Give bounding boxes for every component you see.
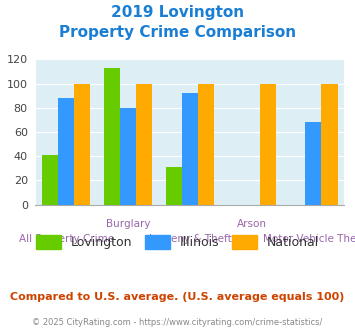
Text: 2019 Lovington: 2019 Lovington [111,5,244,20]
Bar [120,108,136,205]
Bar [322,83,338,205]
Text: Arson: Arson [237,219,267,229]
Bar [182,93,198,205]
Text: All Property Crime: All Property Crime [19,234,114,244]
Text: © 2025 CityRating.com - https://www.cityrating.com/crime-statistics/: © 2025 CityRating.com - https://www.city… [32,318,323,327]
Text: Larceny & Theft: Larceny & Theft [148,234,231,244]
Text: Burglary: Burglary [106,219,151,229]
Bar [166,167,182,205]
Text: Property Crime Comparison: Property Crime Comparison [59,25,296,40]
Bar [305,122,322,205]
Bar [58,98,75,205]
Text: Compared to U.S. average. (U.S. average equals 100): Compared to U.S. average. (U.S. average … [10,292,345,302]
Text: Motor Vehicle Theft: Motor Vehicle Theft [263,234,355,244]
Bar [136,83,152,205]
Bar [198,83,214,205]
Bar [75,83,91,205]
Bar [260,83,276,205]
Bar [104,68,120,205]
Legend: Lovington, Illinois, National: Lovington, Illinois, National [31,230,324,254]
Bar [42,155,58,205]
